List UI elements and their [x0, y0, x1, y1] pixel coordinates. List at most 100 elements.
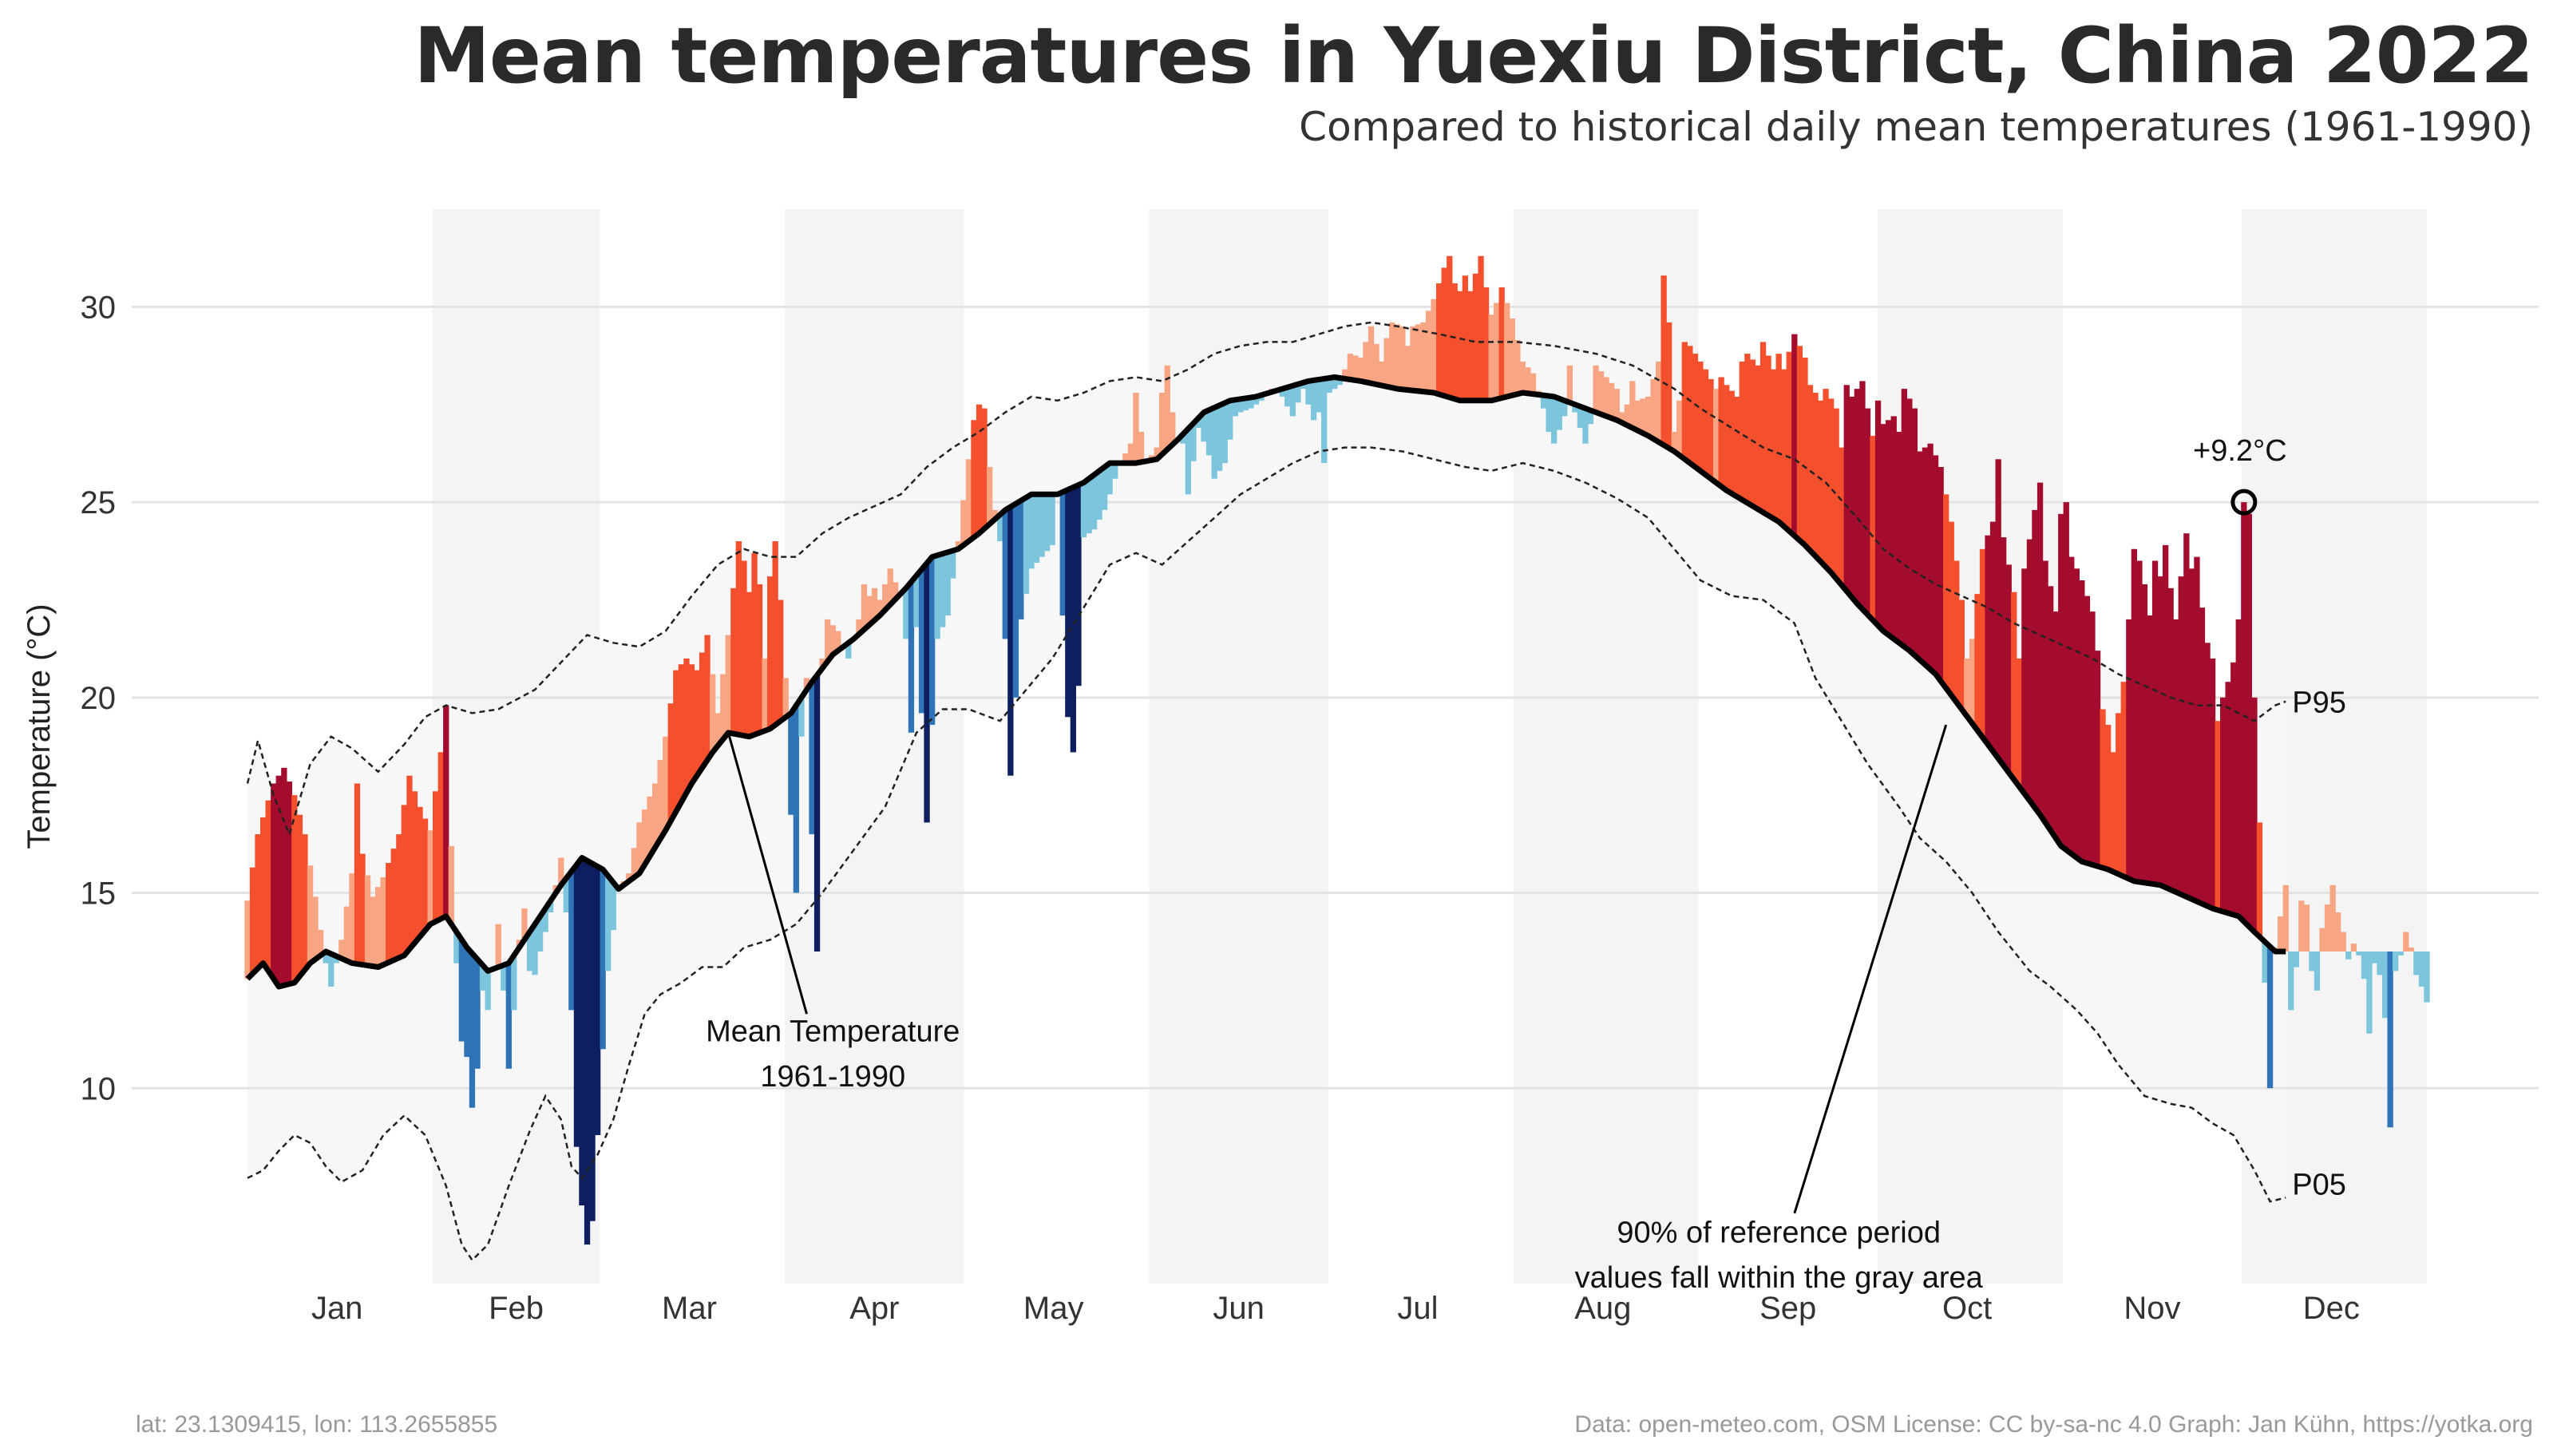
- anomaly-bar: [2126, 619, 2132, 879]
- anomaly-bar: [1828, 398, 1835, 573]
- anomaly-bar: [1462, 275, 1468, 401]
- anomaly-bar: [1687, 346, 1693, 464]
- anomaly-bar: [1656, 361, 1662, 442]
- anomaly-bar: [406, 775, 413, 949]
- anomaly-bar: [2262, 941, 2268, 983]
- anomaly-bar: [688, 664, 695, 784]
- anomaly-bar: [1253, 396, 1260, 405]
- anomaly-bar: [1556, 398, 1562, 430]
- anomaly-bar: [1562, 400, 1568, 417]
- mean-line-label-period: 1961-1990: [760, 1060, 905, 1094]
- anomaly-bar: [1692, 354, 1699, 467]
- anomaly-bar: [1833, 408, 1839, 579]
- anomaly-bar: [1739, 361, 1745, 500]
- anomaly-bar: [1974, 594, 1981, 730]
- anomaly-bar: [2356, 952, 2362, 956]
- anomaly-bar: [2220, 697, 2226, 912]
- anomaly-bar: [1127, 443, 1134, 464]
- anomaly-bar: [1681, 342, 1688, 460]
- anomaly-bar: [1943, 494, 1949, 689]
- anomaly-bar: [782, 678, 789, 718]
- anomaly-bar: [1514, 340, 1521, 394]
- anomaly-bar: [751, 552, 758, 735]
- anomaly-bar: [1582, 408, 1589, 444]
- anomaly-bar: [1248, 397, 1254, 409]
- mean-line-leader: [726, 732, 808, 1015]
- anomaly-bar: [568, 871, 575, 1011]
- anomaly-bar: [1744, 354, 1751, 504]
- anomaly-bar: [2173, 619, 2179, 892]
- anomaly-bar: [354, 783, 361, 964]
- anomaly-bar: [2329, 884, 2336, 952]
- anomaly-bar: [730, 588, 737, 734]
- anomaly-bar: [1205, 410, 1213, 456]
- anomaly-bar: [1185, 429, 1191, 495]
- anomaly-bar: [1363, 342, 1369, 382]
- anomaly-bar: [296, 814, 303, 976]
- anomaly-bar: [1666, 322, 1672, 449]
- anomaly-bar: [1284, 387, 1291, 407]
- anomaly-bar: [349, 873, 355, 963]
- x-tick-jan: Jan: [311, 1291, 363, 1326]
- anomaly-bar: [2204, 643, 2211, 907]
- anomaly-bar: [829, 625, 836, 655]
- anomaly-bar: [2256, 822, 2263, 937]
- anomaly-bar: [1880, 424, 1886, 631]
- anomaly-bar: [1447, 255, 1453, 398]
- anomaly-bar: [433, 791, 439, 922]
- anomaly-bar: [835, 631, 841, 651]
- y-tick-20: 20: [81, 681, 117, 716]
- anomaly-bar: [1070, 487, 1076, 753]
- anomaly-bar: [1090, 474, 1098, 530]
- anomaly-bar: [663, 736, 669, 831]
- anomaly-bar: [1305, 381, 1312, 405]
- anomaly-bar: [1603, 377, 1609, 417]
- anomaly-bar: [2361, 952, 2368, 979]
- anomaly-bar: [2116, 713, 2122, 875]
- anomaly-bar: [2314, 952, 2321, 991]
- anomaly-bar: [1221, 402, 1228, 464]
- anomaly-bar: [1420, 322, 1427, 392]
- anomaly-bar: [626, 873, 632, 881]
- anomaly-bar: [699, 652, 706, 768]
- p95-label: P95: [2292, 686, 2346, 720]
- chart-title: Mean temperatures in Yuexiu District, Ch…: [414, 11, 2534, 101]
- anomaly-bar: [1989, 521, 1997, 752]
- anomaly-bar: [2073, 568, 2080, 858]
- anomaly-bar: [1195, 417, 1202, 429]
- anomaly-bar: [1075, 485, 1082, 686]
- anomaly-bar: [2350, 944, 2357, 952]
- anomaly-bar: [1724, 385, 1730, 491]
- anomaly-bar: [521, 908, 528, 940]
- anomaly-bar: [2136, 560, 2143, 882]
- anomaly-bar: [2424, 952, 2430, 1003]
- anomaly-bar: [1775, 354, 1782, 522]
- anomaly-bar: [2167, 588, 2174, 890]
- anomaly-bar: [2340, 932, 2346, 952]
- anomaly-bar: [255, 834, 261, 969]
- anomaly-bar: [1823, 389, 1829, 568]
- anomaly-bar: [819, 658, 825, 669]
- anomaly-bar: [260, 817, 267, 963]
- anomaly-bar: [944, 552, 951, 615]
- band-leader: [1793, 724, 1948, 1214]
- anomaly-bar: [856, 619, 862, 635]
- y-tick-25: 25: [81, 485, 117, 520]
- x-tick-mar: Mar: [662, 1291, 717, 1326]
- anomaly-bar: [1336, 378, 1343, 386]
- anomaly-bar: [929, 556, 936, 726]
- anomaly-bar: [1080, 482, 1087, 538]
- anomaly-bar: [1237, 398, 1244, 413]
- anomaly-bar: [2319, 928, 2325, 952]
- anomaly-bar: [1938, 467, 1944, 682]
- anomaly-bar: [2042, 560, 2048, 823]
- anomaly-bar: [2110, 752, 2116, 872]
- anomaly-bar: [2293, 952, 2299, 967]
- anomaly-bar: [882, 584, 889, 611]
- anomaly-bar: [1849, 396, 1855, 598]
- anomaly-bar: [386, 863, 392, 963]
- anomaly-bar: [1854, 389, 1860, 604]
- anomaly-bar: [746, 592, 753, 737]
- anomaly-bar: [1906, 398, 1913, 651]
- anomaly-bar: [725, 635, 731, 733]
